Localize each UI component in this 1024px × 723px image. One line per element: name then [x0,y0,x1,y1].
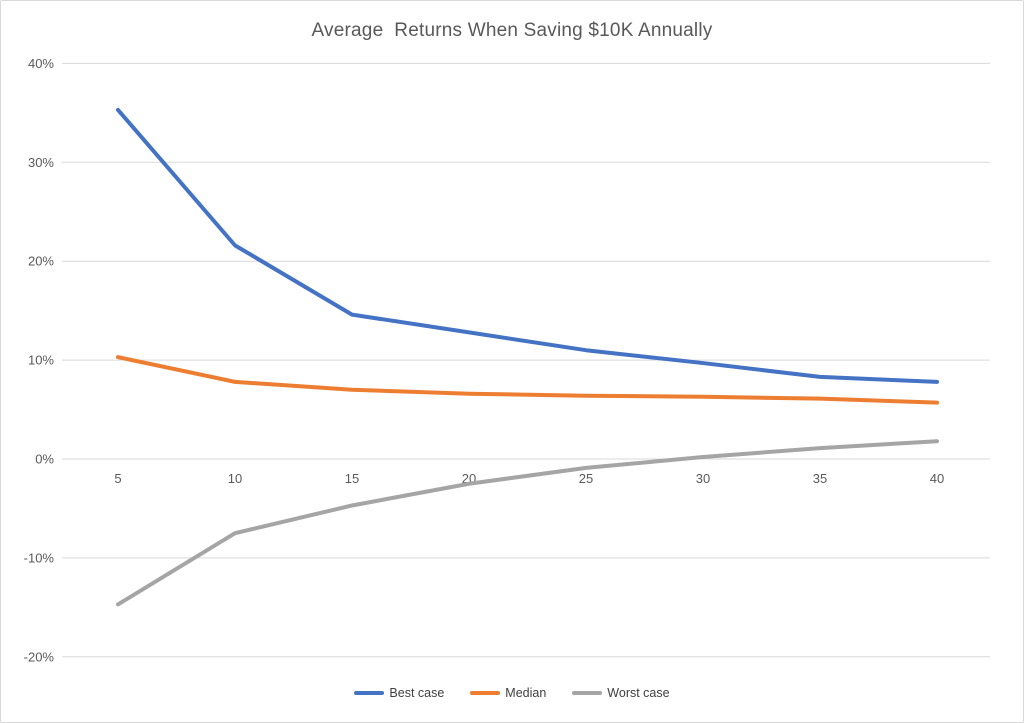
legend-swatch-median [470,691,501,695]
series-line-worst-case [116,439,939,607]
y-axis-tick-label: -10% [24,550,55,565]
x-axis-tick-label: 40 [930,471,944,486]
x-axis-tick-label: 10 [228,471,242,486]
legend-label-worst-case: Worst case [607,686,670,700]
x-axis-tick-label: 30 [696,471,710,486]
legend-item-best-case: Best case [354,686,444,700]
legend-item-median: Median [470,686,546,700]
y-axis-tick-label: 40% [28,56,54,71]
legend: Best case Median Worst case [1,686,1023,700]
chart-title: Average Returns When Saving $10K Annuall… [311,20,713,41]
y-axis-tick-label: -20% [24,649,55,664]
legend-label-best-case: Best case [389,686,445,700]
legend-swatch-worst-case [572,691,603,695]
y-axis-tick-label: 20% [28,254,54,269]
x-axis-tick-label: 25 [579,471,593,486]
legend-item-worst-case: Worst case [572,686,670,700]
x-axis-tick-label: 15 [345,471,359,486]
y-axis-tick-label: 30% [28,155,54,170]
legend-swatch-best-case [354,691,385,695]
legend-label-median: Median [505,686,547,700]
y-axis-tick-label: 10% [28,353,54,368]
x-axis-tick-label: 5 [114,471,121,486]
series-line-best-case [116,107,939,384]
y-axis-tick-label: 0% [35,452,54,467]
series-line-median [116,355,939,405]
x-axis-tick-label: 35 [813,471,827,486]
